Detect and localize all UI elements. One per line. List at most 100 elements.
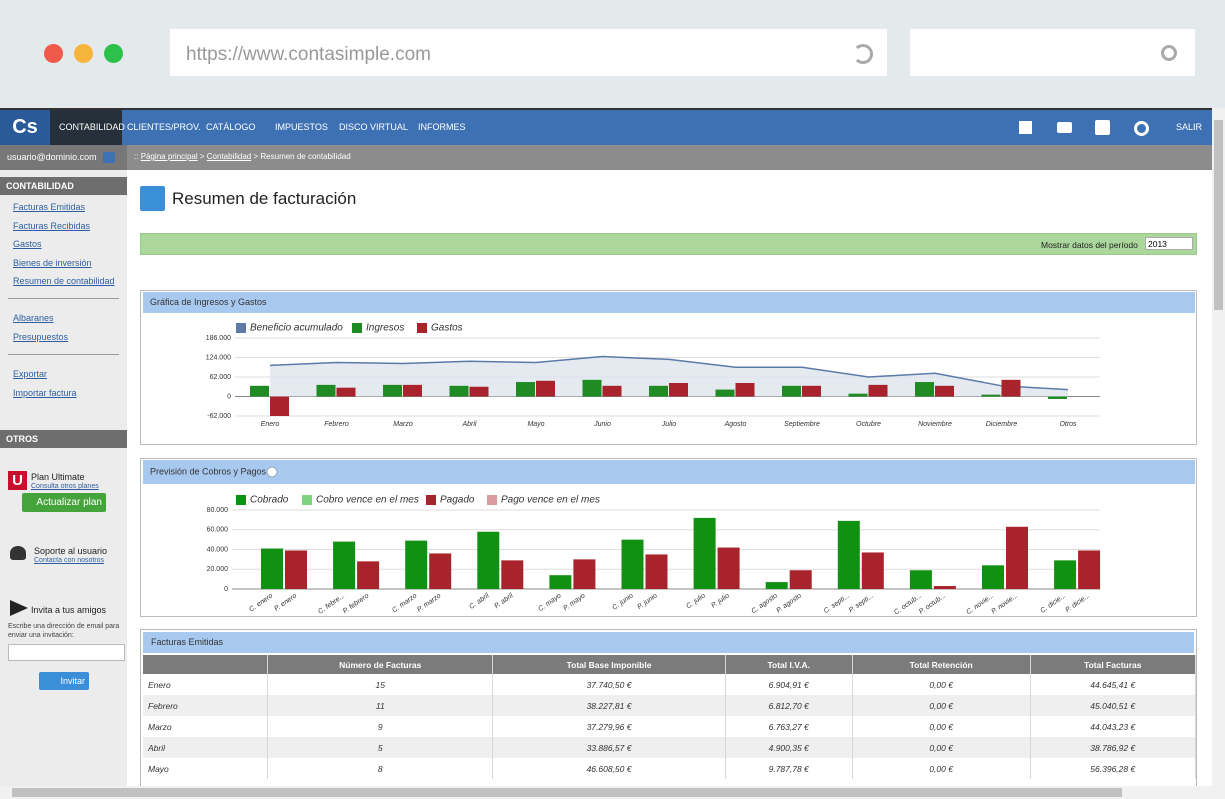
legend-label: Beneficio acumulado: [250, 323, 343, 334]
x-tick-label: Marzo: [393, 421, 413, 428]
nav-item[interactable]: IMPUESTOS: [275, 122, 328, 132]
min-dot[interactable]: [74, 44, 93, 63]
bar: [765, 582, 788, 589]
table-cell: 9.787,78 €: [725, 758, 853, 779]
y-tick-label: -62.000: [207, 413, 231, 420]
bar: [469, 386, 489, 397]
bar: [261, 548, 283, 589]
table-row: Marzo 9 37.279,96 €6.763,27 €0,00 €44.043,…: [143, 716, 1196, 737]
max-dot[interactable]: [104, 44, 123, 63]
x-tick-label: Mayo: [527, 421, 544, 428]
bar: [250, 385, 269, 397]
sidebar-link[interactable]: Facturas Recibidas: [13, 221, 91, 231]
sidebar-link[interactable]: Facturas Emitidas: [13, 202, 86, 212]
bar: [802, 385, 821, 397]
support-title: Soporte al usuario: [34, 546, 108, 556]
url-bar[interactable]: https://www.contasimple.com: [170, 29, 887, 76]
nav-item[interactable]: INFORMES: [418, 122, 466, 132]
bar: [573, 559, 596, 589]
invite-input[interactable]: [8, 644, 125, 661]
breadcrumb-link[interactable]: Página principal: [140, 152, 198, 161]
column-header: Total I.V.A.: [725, 655, 853, 674]
legend-swatch: [426, 495, 436, 505]
breadcrumb-sep: >: [253, 152, 259, 161]
bar: [909, 570, 932, 589]
nav-bar: [0, 110, 1212, 145]
table-cell: 8: [267, 758, 494, 779]
bar: [383, 384, 402, 397]
table-row: Mayo 8 46.608,50 €9.787,78 €0,00 €56.396,2…: [143, 758, 1196, 779]
table-cell: 56.396,28 €: [1030, 758, 1196, 779]
invite-icon: [10, 600, 28, 616]
support-link[interactable]: Contacta con nosotros: [34, 557, 105, 564]
bar: [405, 540, 428, 589]
table: Número de Facturas Total Base Imponible To…: [143, 655, 1196, 779]
upgrade-button[interactable]: Actualizar plan: [22, 493, 106, 512]
sidebar-link[interactable]: Bienes de inversión: [13, 258, 92, 268]
x-tick-label: Noviembre: [918, 421, 952, 428]
scroll-thumb[interactable]: [12, 788, 1122, 797]
nav-item[interactable]: CONTABILIDAD: [59, 122, 125, 132]
bar: [935, 385, 954, 397]
chart-title: Previsión de Cobros y Pagos: [150, 466, 267, 476]
nav-item[interactable]: CLIENTES/PROV.: [127, 122, 201, 132]
bar: [715, 389, 735, 397]
legend-swatch: [487, 495, 497, 505]
bar: [582, 379, 602, 397]
separator: [8, 298, 119, 299]
search-bar[interactable]: [910, 29, 1195, 76]
legend-swatch: [352, 323, 362, 333]
bar: [693, 517, 716, 589]
table-cell: 44.645,41 €: [1030, 674, 1196, 695]
nav-item[interactable]: CATÁLOGO: [206, 122, 256, 132]
bar: [316, 384, 336, 397]
table-cell: 37.740,50 €: [492, 674, 726, 695]
sidebar-link[interactable]: Exportar: [13, 369, 48, 379]
table-title: Facturas Emitidas: [143, 632, 1194, 653]
sidebar-link[interactable]: Gastos: [13, 239, 42, 249]
x-tick-label: Otros: [1059, 421, 1077, 428]
x-tick-label: Agosto: [724, 421, 747, 428]
bar: [1048, 396, 1067, 400]
scroll-thumb[interactable]: [1214, 120, 1223, 310]
y-tick-label: 20.000: [207, 566, 229, 573]
logout[interactable]: SALIR: [1176, 122, 1203, 132]
invite-button[interactable]: Invitar: [39, 672, 89, 690]
close-dot[interactable]: [44, 44, 63, 63]
breadcrumb-link[interactable]: Contabilidad: [206, 152, 252, 161]
table-cell: 0,00 €: [852, 737, 1031, 758]
support-icon: [10, 546, 26, 560]
table-box: Facturas Emitidas Número de Facturas Tota…: [140, 629, 1197, 799]
column-header: Total Base Imponible: [492, 655, 726, 674]
bar: [1001, 379, 1021, 397]
logout-icon[interactable]: [103, 152, 115, 163]
sidebar-link[interactable]: Importar factura: [13, 388, 77, 398]
help-icon: [266, 466, 278, 478]
x-tick-label: Diciembre: [986, 421, 1018, 428]
legend-label: Gastos: [431, 323, 463, 334]
period-bar: Mostrar datos del período 2013: [140, 233, 1197, 255]
reload-icon[interactable]: [853, 44, 873, 64]
chat-icon[interactable]: [1057, 122, 1072, 133]
plan-link[interactable]: Consulta otros planes: [31, 483, 99, 490]
sidebar-link[interactable]: Albaranes: [13, 313, 54, 323]
table-cell: 0,00 €: [852, 674, 1031, 695]
logo[interactable]: Cs: [0, 110, 50, 145]
chart: Gráfica de Ingresos y Gastos -62.000 0 62.0…: [140, 290, 1197, 445]
settings-icon[interactable]: [1134, 121, 1149, 136]
edit-icon[interactable]: [1019, 121, 1032, 134]
separator: [8, 354, 119, 355]
bar: [621, 539, 644, 589]
bar: [536, 380, 555, 397]
table-cell: 37.279,96 €: [492, 716, 726, 737]
help-icon[interactable]: [1095, 120, 1110, 135]
breadcrumb-bar: [0, 145, 1212, 170]
x-tick-label: Junio: [593, 421, 611, 428]
sidebar-link[interactable]: Resumen de contabilidad: [13, 276, 115, 286]
top-border: [0, 108, 1212, 110]
nav-item[interactable]: DISCO VIRTUAL: [339, 122, 408, 132]
plan-icon: U: [8, 471, 27, 490]
sidebar-link[interactable]: Presupuestos: [13, 332, 69, 342]
x-tick-label: Abril: [461, 421, 476, 428]
period-select[interactable]: 2013: [1145, 237, 1193, 250]
